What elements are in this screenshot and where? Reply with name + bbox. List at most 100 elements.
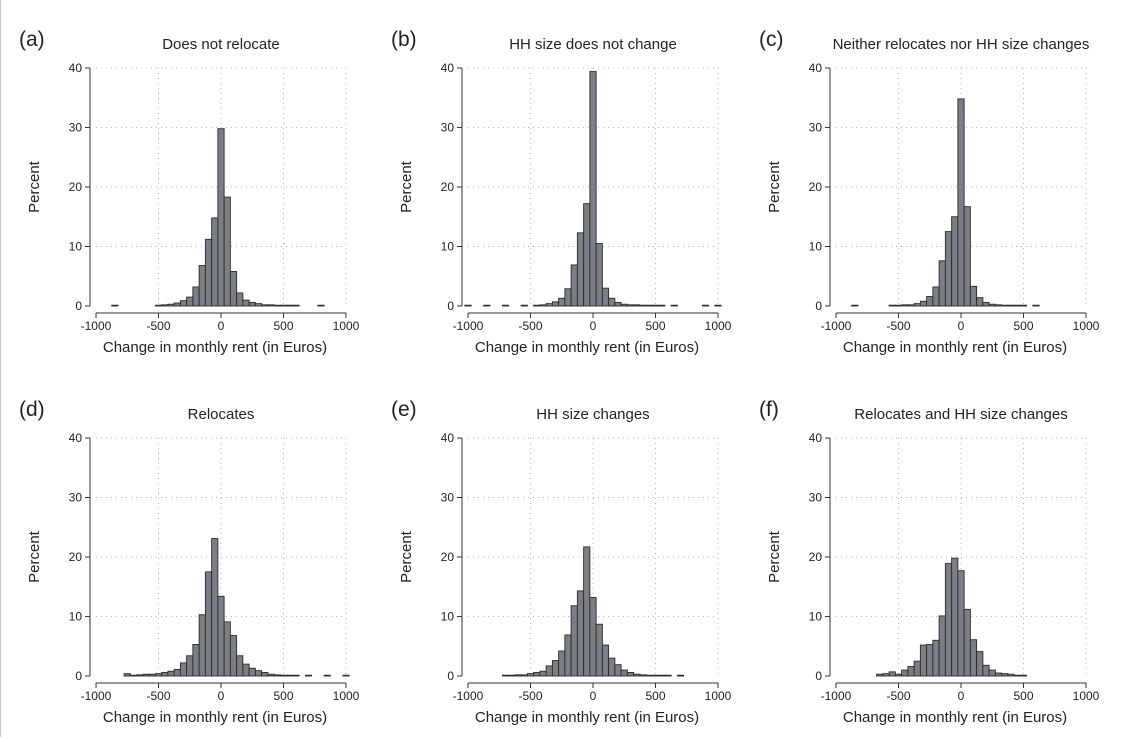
x-tick-label: -1000: [821, 319, 852, 333]
histogram-bar: [483, 304, 491, 307]
histogram-bar: [154, 304, 163, 307]
histogram-bar: [645, 304, 653, 307]
histogram-bar: [589, 597, 597, 677]
histogram-bar: [658, 674, 666, 677]
y-tick-label: 30: [69, 491, 83, 505]
histogram-bar: [626, 304, 635, 307]
histogram-bar: [526, 673, 535, 677]
histogram-bar: [520, 304, 528, 307]
histogram-bar: [919, 300, 928, 307]
histogram-bar: [932, 639, 940, 677]
histogram-bar: [558, 297, 566, 307]
histogram-bar: [994, 304, 1003, 307]
histogram-bar: [173, 302, 181, 307]
histogram-bar: [976, 297, 984, 307]
histogram-bar: [951, 557, 959, 677]
panel-label: (d): [19, 398, 45, 421]
histogram-bar: [957, 98, 965, 307]
histogram-bar: [926, 644, 934, 677]
histogram-bar: [583, 203, 591, 307]
histogram-bar: [976, 651, 984, 677]
histogram-bar: [1019, 674, 1028, 677]
y-tick-label: 40: [441, 61, 455, 75]
x-axis-title: Change in monthly rent (in Euros): [103, 339, 327, 356]
x-tick-label: 0: [218, 319, 225, 333]
chart-title: HH size changes: [536, 406, 649, 423]
y-tick-label: 40: [69, 431, 83, 445]
y-tick-label: 30: [809, 121, 823, 135]
y-tick-label: 0: [815, 299, 822, 313]
histogram-bar: [876, 673, 884, 677]
x-axis-title: Change in monthly rent (in Euros): [843, 709, 1067, 726]
x-tick-label: 0: [590, 689, 597, 703]
histogram-bar: [938, 615, 946, 677]
histogram-bar: [304, 674, 313, 677]
histogram-bar: [982, 301, 990, 307]
histogram-bar: [1001, 673, 1009, 677]
y-tick-label: 20: [69, 180, 83, 194]
histogram-bar: [129, 674, 138, 677]
y-axis-title: Percent: [766, 530, 783, 583]
y-tick-label: 40: [441, 431, 455, 445]
histogram-bar: [111, 304, 119, 307]
histogram-bar: [161, 304, 169, 307]
histogram-bar: [551, 660, 560, 677]
histogram-bar: [1007, 673, 1015, 677]
chart-title: Neither relocates nor HH size changes: [833, 36, 1090, 53]
histogram-bar: [608, 297, 616, 307]
chart-panel: (b) HH size does not change 0 10 20 30 40 -1000…: [391, 28, 732, 356]
histogram-bar: [286, 674, 294, 677]
histogram-bar: [267, 673, 275, 677]
histogram-bar: [888, 304, 896, 307]
histogram-bar: [570, 605, 578, 677]
histogram-bar: [508, 674, 516, 677]
x-tick-label: 0: [958, 319, 965, 333]
y-axis-title: Percent: [26, 530, 43, 583]
histogram-bar: [323, 674, 331, 677]
histogram-bar: [882, 673, 890, 677]
y-axis-title: Percent: [26, 160, 43, 213]
histogram-bar: [198, 265, 206, 307]
histogram-bar: [994, 672, 1003, 677]
y-tick-label: 40: [809, 61, 823, 75]
histogram-bar: [589, 71, 597, 307]
histogram-bar: [223, 621, 231, 677]
histogram-bar: [926, 296, 934, 307]
histogram-bar: [944, 563, 953, 677]
histogram-bar: [198, 614, 206, 677]
histogram-bar: [204, 571, 213, 677]
histogram-bar: [932, 286, 940, 307]
histogram-bar: [179, 662, 188, 677]
x-tick-label: 1000: [1073, 319, 1100, 333]
histogram-bar: [229, 271, 238, 307]
histogram-bar: [963, 206, 971, 307]
histogram-bar: [217, 128, 225, 307]
x-tick-label: -500: [886, 689, 910, 703]
x-tick-label: -500: [886, 319, 910, 333]
panel-label: (b): [391, 28, 417, 51]
histogram-bar: [583, 546, 591, 677]
histogram-bar: [167, 303, 175, 307]
histogram-bar: [186, 296, 194, 307]
histogram-bar: [261, 304, 269, 307]
histogram-bar: [894, 673, 903, 677]
histogram-bar: [514, 674, 522, 677]
chart-title: HH size does not change: [509, 36, 677, 53]
histogram-bar: [714, 304, 722, 307]
histogram-bar: [533, 304, 541, 307]
histogram-bar: [626, 671, 635, 677]
histogram-bar: [938, 260, 946, 307]
histogram-bar: [701, 304, 710, 307]
chart-panel: (d) Relocates 0 10 20 30 40 -1000 -500 0 500 1000 Ch…: [19, 398, 360, 726]
chart-panel: (e) HH size changes 0 10 20 30 40 -1000 -500 0 500…: [391, 398, 732, 726]
x-tick-label: -500: [518, 689, 542, 703]
panel-label: (c): [759, 28, 784, 51]
y-tick-label: 0: [75, 669, 82, 683]
histogram-bar: [894, 304, 903, 307]
histogram-bar: [545, 303, 553, 307]
x-tick-label: -1000: [821, 689, 852, 703]
y-axis-title: Percent: [398, 160, 415, 213]
histogram-bar: [261, 671, 269, 677]
